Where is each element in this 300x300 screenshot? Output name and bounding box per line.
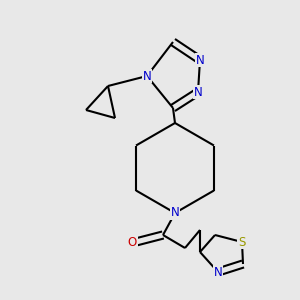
- Text: N: N: [196, 53, 204, 67]
- Text: N: N: [142, 70, 152, 83]
- Text: S: S: [238, 236, 246, 248]
- Text: O: O: [128, 236, 136, 250]
- Text: N: N: [214, 266, 222, 278]
- Text: N: N: [171, 206, 179, 220]
- Text: N: N: [194, 85, 202, 98]
